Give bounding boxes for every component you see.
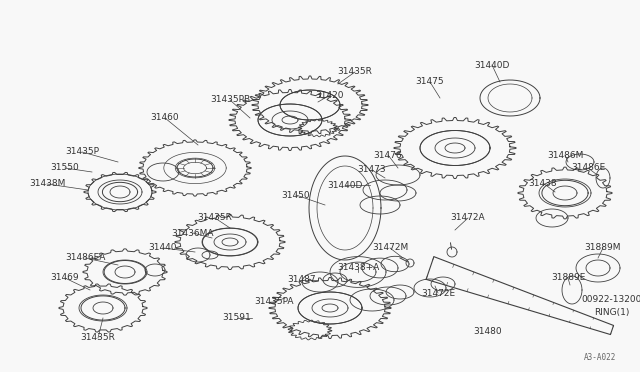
Text: RING(1): RING(1) [595,308,630,317]
Text: 31475: 31475 [416,77,444,87]
Text: 31420: 31420 [316,90,344,99]
Text: 31435PA: 31435PA [254,298,294,307]
Text: 31450: 31450 [282,190,310,199]
Text: 31435R: 31435R [198,214,232,222]
Text: A3-A022: A3-A022 [584,353,616,362]
Text: 31472A: 31472A [451,214,485,222]
Text: 31487: 31487 [288,276,316,285]
Text: 31435PB: 31435PB [210,96,250,105]
Text: 31486M: 31486M [547,151,583,160]
Text: 31435R: 31435R [81,334,115,343]
Text: 31460: 31460 [150,113,179,122]
Text: 31486E: 31486E [571,164,605,173]
Text: 31480: 31480 [474,327,502,337]
Text: 31438M: 31438M [29,180,65,189]
Text: 31486EA: 31486EA [65,253,105,263]
Text: 31438: 31438 [529,179,557,187]
Text: 31440: 31440 [148,244,177,253]
Text: 31436MA: 31436MA [172,228,214,237]
Text: 31435P: 31435P [65,148,99,157]
Text: 00922-13200: 00922-13200 [582,295,640,305]
Text: 31440D: 31440D [327,180,363,189]
Text: 31469: 31469 [51,273,79,282]
Text: 31438+A: 31438+A [337,263,379,273]
Text: 31435R: 31435R [337,67,372,77]
Text: 31889M: 31889M [585,244,621,253]
Text: 31472E: 31472E [421,289,455,298]
Text: 31889E: 31889E [551,273,585,282]
Text: 31473: 31473 [358,166,387,174]
Text: 31550: 31550 [51,164,79,173]
Text: 31476: 31476 [374,151,403,160]
Text: 31472M: 31472M [372,244,408,253]
Text: 31440D: 31440D [474,61,509,70]
Text: 31591: 31591 [223,314,252,323]
